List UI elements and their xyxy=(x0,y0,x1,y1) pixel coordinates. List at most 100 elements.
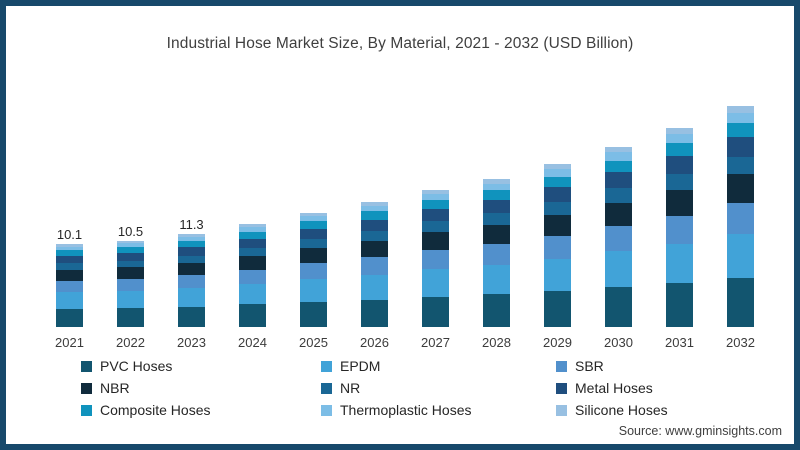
bar-group-2024 xyxy=(222,100,283,327)
bar-segment xyxy=(483,224,510,245)
bar-segment xyxy=(178,306,205,327)
bar-segment xyxy=(422,189,449,194)
bar-segment xyxy=(727,105,754,113)
bar-segment xyxy=(666,189,693,216)
x-axis-label-2029: 2029 xyxy=(543,335,572,350)
plot-area: 10.1 10.5 11.3 xyxy=(39,100,771,327)
bar-2031 xyxy=(666,128,693,327)
bar-segment xyxy=(422,209,449,222)
bar-segment xyxy=(56,280,83,293)
legend-swatch-icon xyxy=(81,405,92,416)
bar-segment xyxy=(666,155,693,174)
bar-segment xyxy=(56,308,83,327)
bar-segment xyxy=(178,237,205,242)
bar-segment xyxy=(605,226,632,252)
bar-segment xyxy=(483,179,510,184)
bar-segment xyxy=(605,152,632,161)
source-note: Source: www.gminsights.com xyxy=(618,424,782,438)
bar-segment xyxy=(666,143,693,156)
legend-swatch-icon xyxy=(556,405,567,416)
bar-total-label-2023: 11.3 xyxy=(179,217,204,233)
x-axis-label-2022: 2022 xyxy=(116,335,145,350)
x-axis-label-2032: 2032 xyxy=(726,335,755,350)
bar-segment xyxy=(361,202,388,206)
bar-group-2023: 11.3 xyxy=(161,100,222,327)
bar-segment xyxy=(666,173,693,190)
bar-segment xyxy=(117,260,144,268)
x-axis-label-2030: 2030 xyxy=(604,335,633,350)
legend-item-nbr: NBR xyxy=(81,381,321,396)
bar-segment xyxy=(422,232,449,251)
bar-2030 xyxy=(605,147,632,327)
bar-segment xyxy=(56,255,83,264)
bar-segment xyxy=(727,234,754,279)
bar-segment xyxy=(56,263,83,270)
bar-group-2028 xyxy=(466,100,527,327)
x-axis-label-2023: 2023 xyxy=(177,335,206,350)
bar-segment xyxy=(178,287,205,307)
bar-segment xyxy=(605,160,632,173)
bar-segment xyxy=(605,202,632,227)
bar-2025 xyxy=(300,212,327,327)
bar-segment xyxy=(605,251,632,288)
bar-segment xyxy=(178,275,205,288)
bar-segment xyxy=(605,287,632,327)
bar-2028 xyxy=(483,179,510,327)
bar-segment xyxy=(239,238,266,248)
bar-segment xyxy=(727,136,754,157)
bar-segment xyxy=(544,291,571,327)
legend-swatch-icon xyxy=(321,361,332,372)
bar-segment xyxy=(117,267,144,279)
bar-segment xyxy=(178,241,205,248)
bar-segment xyxy=(178,255,205,263)
bar-segment xyxy=(727,112,754,123)
chart-title: Industrial Hose Market Size, By Material… xyxy=(166,35,634,52)
bar-segment xyxy=(56,244,83,247)
bar-segment xyxy=(666,283,693,327)
bar-segment xyxy=(361,219,388,231)
bar-segment xyxy=(422,269,449,297)
bar-segment xyxy=(422,200,449,210)
bar-segment xyxy=(422,193,449,201)
bar-segment xyxy=(666,243,693,284)
bar-segment xyxy=(605,147,632,153)
bar-2029 xyxy=(544,164,571,327)
bar-group-2030 xyxy=(588,100,649,327)
bar-segment xyxy=(422,250,449,270)
bar-segment xyxy=(483,213,510,225)
bar-segment xyxy=(56,246,83,251)
bar-segment xyxy=(727,174,754,204)
bar-segment xyxy=(117,252,144,261)
bar-segment xyxy=(361,230,388,241)
bar-segment xyxy=(239,227,266,233)
legend-swatch-icon xyxy=(321,383,332,394)
bar-segment xyxy=(361,240,388,258)
legend-label: Thermoplastic Hoses xyxy=(340,402,472,418)
bar-segment xyxy=(56,250,83,256)
bar-segment xyxy=(666,215,693,244)
bar-segment xyxy=(361,211,388,220)
legend-label: NBR xyxy=(100,380,130,396)
bar-segment xyxy=(727,122,754,137)
bar-segment xyxy=(544,187,571,202)
bar-segment xyxy=(178,247,205,256)
bar-segment xyxy=(239,256,266,270)
bar-group-2026 xyxy=(344,100,405,327)
bar-segment xyxy=(544,164,571,170)
bar-segment xyxy=(300,263,327,280)
bar-group-2029 xyxy=(527,100,588,327)
bar-segment xyxy=(300,279,327,302)
bar-segment xyxy=(544,235,571,259)
bar-segment xyxy=(239,269,266,284)
bar-segment xyxy=(300,301,327,327)
bar-2032 xyxy=(727,105,754,327)
legend-label: PVC Hoses xyxy=(100,358,173,374)
bar-segment xyxy=(483,199,510,214)
legend: PVC Hoses EPDM SBR NBR NR Metal Hoses Composit… xyxy=(81,359,668,418)
bar-segment xyxy=(239,224,266,228)
bar-segment xyxy=(605,188,632,203)
bar-segment xyxy=(178,262,205,276)
bar-segment xyxy=(544,214,571,236)
legend-label: EPDM xyxy=(340,358,381,374)
